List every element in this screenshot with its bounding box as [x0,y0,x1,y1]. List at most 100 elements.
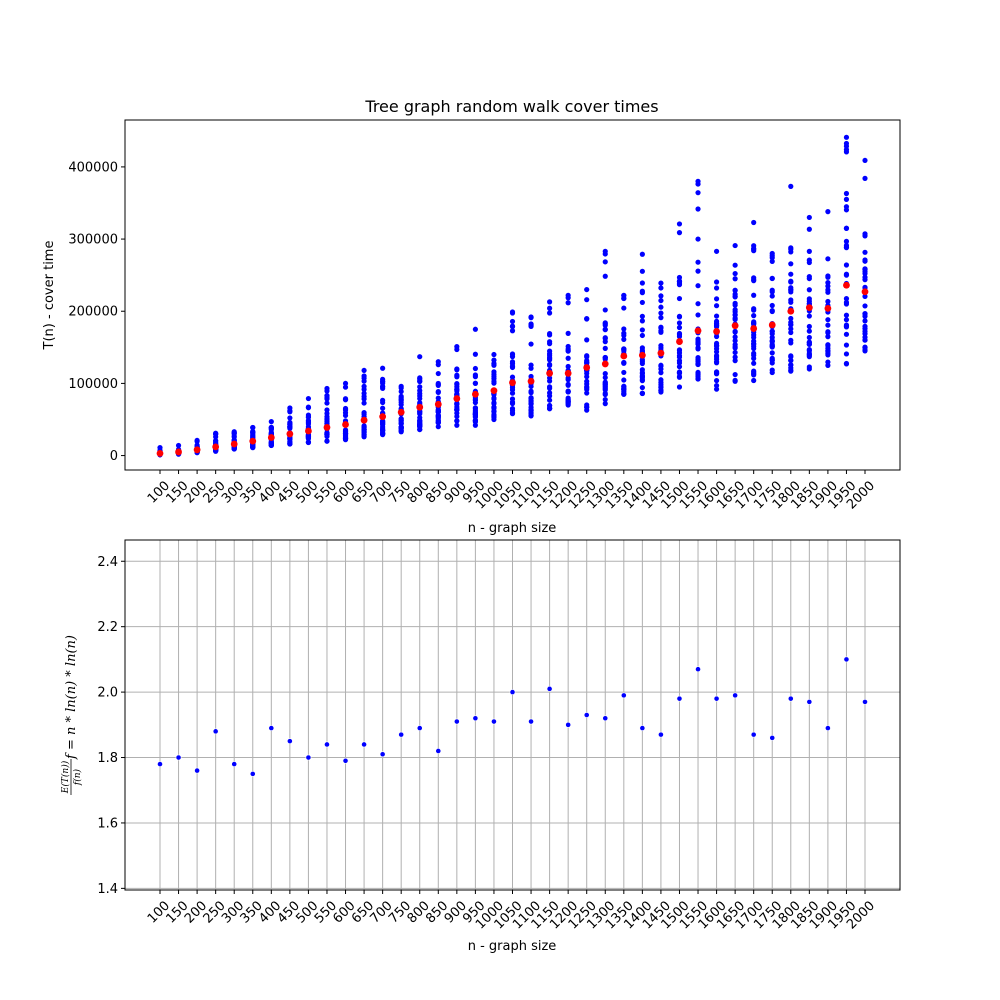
sample-point [639,371,645,377]
sample-point [639,251,645,257]
sample-point [361,386,367,392]
sample-point [862,257,868,263]
sample-point [751,319,757,325]
ratio-point [750,731,757,738]
sample-point [695,236,701,242]
sample-point [843,238,850,244]
sample-point [751,219,757,226]
sample-point [602,339,608,345]
sample-point [713,322,720,329]
sample-point [769,350,775,356]
sample-point [621,377,627,383]
sample-point [380,365,386,371]
y-tick-label: 0 [110,449,118,464]
sample-point [676,320,683,326]
mean-point [397,408,405,416]
sample-point [621,383,627,389]
sample-point [380,420,386,426]
sample-point [676,324,683,331]
ratio-point [583,712,590,718]
sample-point [491,401,497,407]
sample-point [602,326,608,332]
sample-point [658,304,664,310]
sample-point [398,425,404,431]
sample-point [713,377,720,384]
sample-point [454,413,460,420]
sample-point [602,273,608,279]
sample-point [602,345,608,351]
ratio-point [732,692,739,699]
sample-point [769,338,775,345]
sample-point [398,416,404,422]
sample-point [658,329,664,335]
sample-point [361,424,367,430]
sample-point [454,372,460,378]
ratio-point [546,685,553,692]
sample-point [547,305,553,311]
sample-point [268,442,274,448]
sample-point [639,378,645,384]
sample-point [806,226,812,232]
sample-point [565,330,571,336]
sample-point [862,345,868,351]
ratio-marks [157,656,868,777]
sample-point [324,438,330,444]
sample-point [769,360,775,366]
bottom-x-ticks: 1001502002503003504004505005506006507007… [145,890,878,932]
sample-point [862,249,868,255]
sample-point [435,395,441,401]
sample-point [843,207,850,213]
sample-point [806,248,812,254]
ratio-point [639,725,646,731]
sample-point [639,367,645,373]
sample-point [509,328,516,334]
sample-point [788,321,794,328]
sample-point [732,329,738,335]
sample-point [695,375,701,381]
mean-point [267,434,275,441]
sample-point [639,390,645,396]
sample-point [417,424,423,430]
sample-point [528,362,534,368]
sample-point [732,287,738,293]
sample-point [639,332,645,339]
ratio-point [491,718,497,725]
sample-point [584,286,590,293]
sample-point [825,280,831,286]
mean-point [843,281,850,289]
sample-point [491,408,497,415]
sample-point [695,369,701,376]
mean-point [731,322,739,330]
ratio-point [509,689,516,696]
mean-point [323,424,331,431]
sample-point [621,305,627,311]
sample-point [676,230,683,236]
ratio-point [695,666,701,673]
sample-point [639,358,645,365]
sample-point [528,341,534,347]
sample-point [565,355,571,361]
sample-point [547,348,553,354]
sample-point [713,382,720,389]
sample-point [547,406,553,412]
ratio-point [787,695,794,702]
sample-point [769,308,775,314]
ratio-point [620,692,627,699]
top-y-ticks: 0 100000 200000 300000 400000 [68,160,125,464]
y-tick-label: 300000 [68,233,118,248]
sample-point [472,351,478,357]
sample-point [658,362,664,368]
sample-point [843,331,850,337]
sample-point [342,380,349,387]
sample-point [250,424,256,431]
sample-point [324,407,330,413]
sample-point [825,317,831,323]
bottom-x-axis-title: n - graph size [468,939,557,954]
sample-point [547,299,553,305]
mean-point [230,440,238,448]
sample-point [565,295,571,301]
sample-point [491,404,497,410]
mean-point [657,349,665,357]
sample-point [528,322,534,328]
mean-point [546,369,554,377]
